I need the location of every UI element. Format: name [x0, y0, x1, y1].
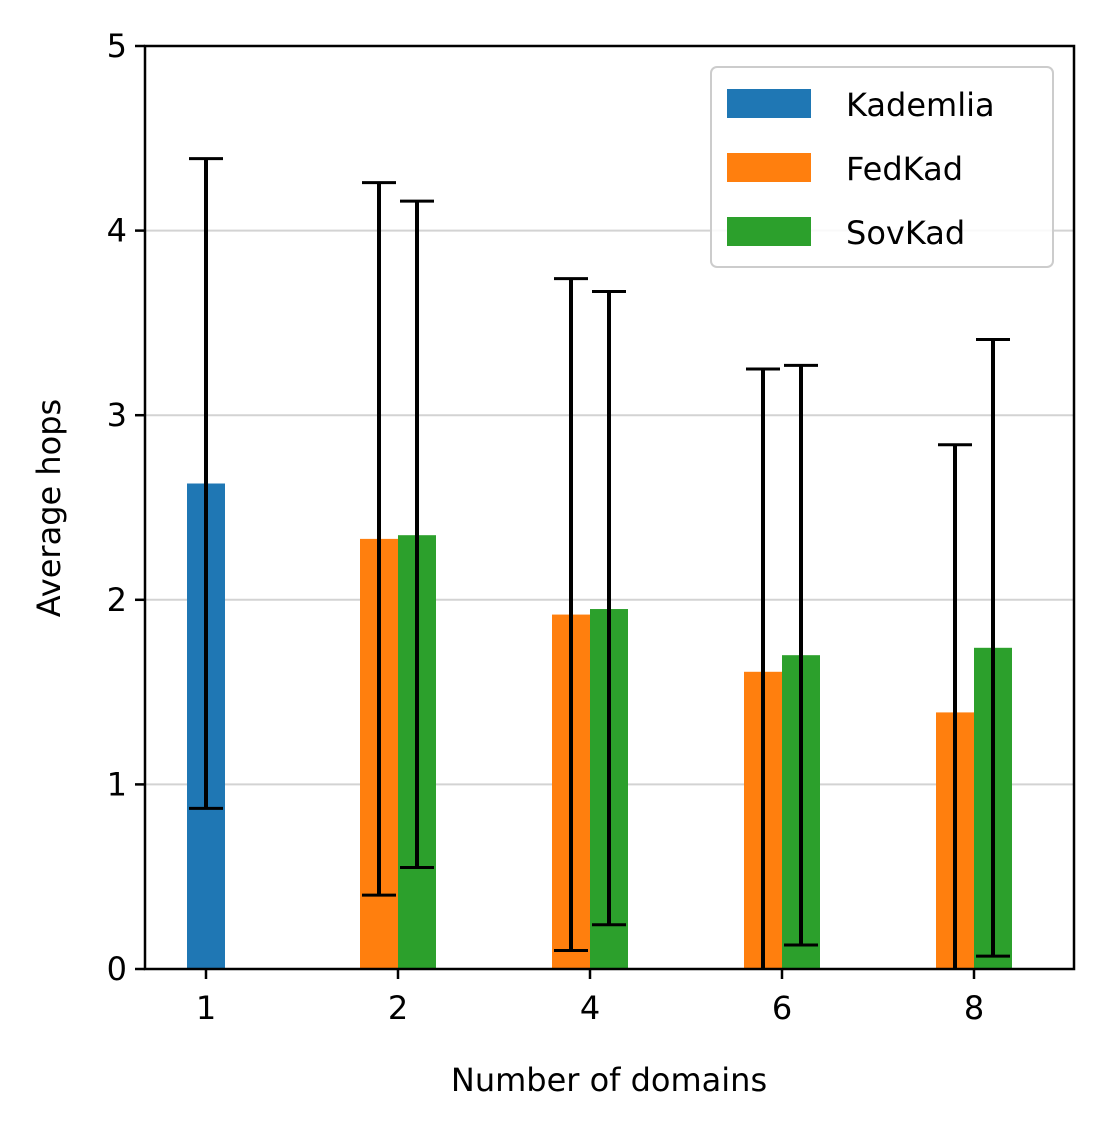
y-tick-label: 1 — [107, 765, 127, 803]
y-tick-label: 0 — [107, 950, 127, 988]
x-tick-label: 2 — [388, 989, 408, 1027]
legend-swatch-kademlia — [727, 89, 811, 118]
x-axis: 1 2 4 6 8 — [196, 969, 984, 1027]
legend-swatch-fedkad — [727, 153, 811, 182]
y-tick-label: 2 — [107, 581, 127, 619]
bars — [187, 483, 1012, 969]
plot-frame — [143, 44, 1076, 971]
x-tick-label: 4 — [580, 989, 600, 1027]
legend-swatch-sovkad — [727, 217, 811, 246]
y-axis: 0 1 2 3 4 5 — [107, 27, 145, 988]
error-bars — [189, 157, 1010, 969]
legend: Kademlia FedKad SovKad — [710, 66, 1054, 268]
y-axis-label: Average hops — [30, 399, 68, 617]
legend-label-kademlia: Kademlia — [846, 86, 995, 124]
legend-label-fedkad: FedKad — [846, 150, 963, 188]
x-tick-label: 1 — [196, 989, 216, 1027]
y-tick-label: 5 — [107, 27, 127, 65]
y-tick-label: 4 — [107, 212, 127, 250]
legend-label-sovkad: SovKad — [846, 214, 965, 252]
x-tick-label: 6 — [772, 989, 792, 1027]
x-tick-label: 8 — [964, 989, 984, 1027]
y-tick-label: 3 — [107, 396, 127, 434]
x-axis-label: Number of domains — [451, 1061, 767, 1099]
